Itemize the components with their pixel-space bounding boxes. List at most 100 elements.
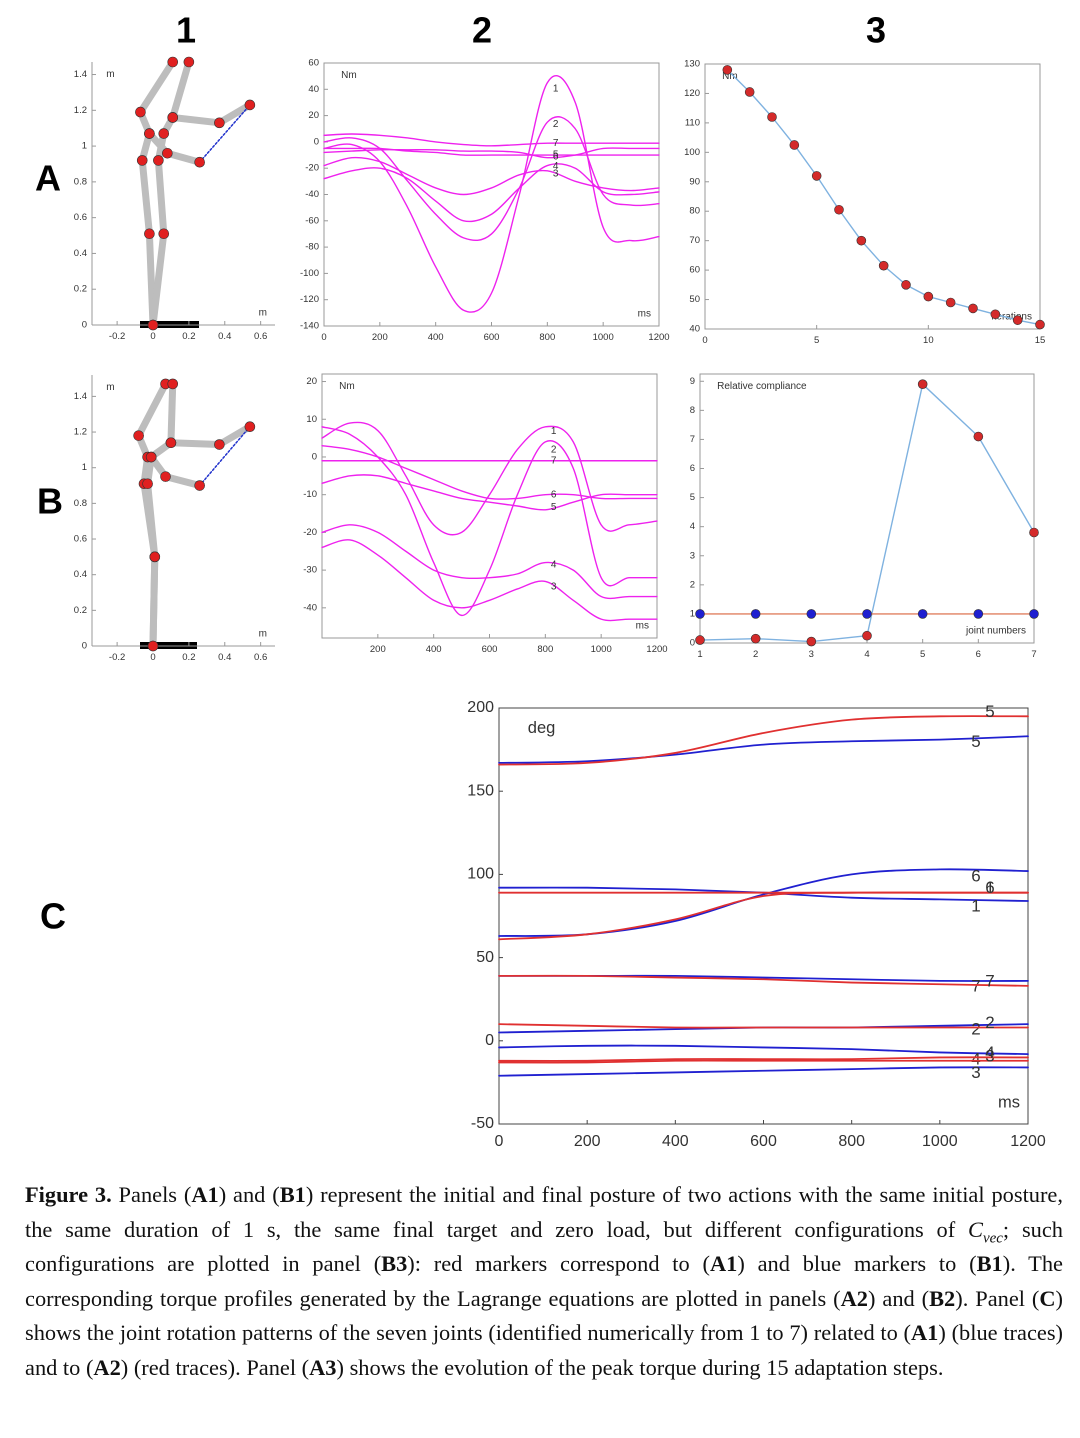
- data-point: [167, 56, 179, 68]
- y-tick-label: 1.2: [74, 105, 87, 116]
- caption-run: ) and blue markers to (: [737, 1251, 977, 1276]
- x-tick-label: 5: [814, 335, 819, 346]
- data-point: [1035, 319, 1045, 330]
- caption-run: B2: [929, 1285, 956, 1311]
- x-tick-label: 1000: [591, 644, 612, 655]
- data-line: [498, 735, 1029, 764]
- data-point: [149, 551, 161, 563]
- series-label: 1: [985, 878, 994, 897]
- x-tick-label: 0.6: [254, 652, 267, 663]
- data-point: [917, 609, 928, 619]
- data-line: [498, 974, 1029, 987]
- data-line: [498, 715, 1029, 766]
- data-point: [142, 478, 153, 490]
- y-tick-label: 0.8: [74, 176, 87, 187]
- y-tick-label: 40: [308, 84, 319, 95]
- y-tick-label: -10: [303, 489, 317, 500]
- x-tick-label: 600: [482, 644, 498, 655]
- x-tick-label: 200: [574, 1133, 601, 1150]
- caption-run: ) represent the initial and final postur…: [25, 1182, 1063, 1242]
- y-tick-label: 120: [684, 88, 700, 99]
- series-label: 7: [985, 971, 994, 990]
- data-line: [498, 868, 1029, 937]
- y-tick-label: 5: [690, 492, 695, 503]
- series-label: 5: [553, 150, 559, 161]
- data-line: [169, 101, 254, 127]
- x-tick-label: 0.2: [182, 331, 195, 342]
- y-tick-label: 0: [312, 451, 317, 462]
- x-tick-label: 400: [426, 644, 442, 655]
- y-tick-label: 0: [314, 136, 319, 147]
- data-point: [695, 609, 705, 619]
- data-line: [321, 474, 658, 511]
- data-point: [789, 140, 800, 150]
- caption-run: ; such configurations are plotted in pan…: [25, 1216, 1063, 1277]
- y-tick-label: -120: [300, 294, 319, 305]
- data-point: [136, 155, 148, 166]
- x-tick-label: 2: [753, 649, 758, 660]
- caption-run: A2: [93, 1354, 121, 1380]
- caption-run: ) shows the joint rotation patterns of t…: [25, 1285, 1064, 1346]
- series-label: 1: [551, 426, 557, 437]
- y-tick-label: 60: [308, 58, 319, 69]
- x-tick-label: 4: [864, 649, 869, 660]
- y-tick-label: -20: [305, 163, 319, 174]
- series-label: 3: [553, 169, 559, 180]
- data-line: [323, 133, 660, 147]
- y-tick-label: 40: [689, 324, 700, 335]
- y-tick-label: 8: [690, 405, 695, 416]
- caption-run: A3: [309, 1354, 337, 1380]
- series-label: 6: [553, 152, 559, 163]
- x-tick-label: 7: [1031, 649, 1036, 660]
- series-label: 6: [985, 878, 994, 897]
- y-tick-label: 2: [690, 579, 695, 590]
- caption-run: vec: [982, 1229, 1003, 1246]
- y-tick-label: 200: [467, 699, 494, 716]
- x-axis-label: joint numbers: [965, 625, 1026, 636]
- data-line: [498, 1059, 1029, 1064]
- plot-frame: [323, 62, 660, 327]
- series-label: 3: [971, 1063, 980, 1082]
- x-tick-label: 6: [976, 649, 981, 660]
- y-tick-label: 100: [684, 147, 700, 158]
- x-tick-label: 800: [539, 332, 555, 343]
- data-point: [901, 280, 911, 290]
- caption-run: ) and (: [867, 1285, 930, 1311]
- y-tick-label: 1.2: [74, 427, 87, 438]
- y-tick-label: 1.4: [74, 69, 87, 80]
- data-line: [323, 147, 660, 159]
- x-tick-label: 3: [809, 649, 814, 660]
- x-tick-label: 1200: [646, 644, 667, 655]
- data-line: [323, 75, 660, 313]
- x-tick-label: 0: [495, 1133, 504, 1150]
- x-tick-label: 1200: [1010, 1133, 1046, 1150]
- x-tick-label: 600: [750, 1133, 777, 1150]
- caption-run: ) (blue traces) and to (: [25, 1320, 1063, 1380]
- y-tick-label: 1.4: [74, 391, 87, 402]
- caption-run: A2: [840, 1285, 868, 1311]
- data-point: [162, 147, 173, 159]
- series-label: 2: [553, 119, 559, 130]
- y-tick-label: 1: [82, 462, 87, 473]
- data-point: [973, 431, 984, 442]
- y-tick-label: 100: [467, 866, 494, 883]
- y-axis-label: Nm: [339, 381, 355, 392]
- caption-run: B1: [976, 1251, 1003, 1276]
- x-tick-label: 400: [662, 1133, 689, 1150]
- data-line: [144, 380, 177, 650]
- x-tick-label: 1000: [593, 332, 614, 343]
- data-point: [153, 155, 164, 166]
- series-label: 5: [971, 732, 980, 751]
- data-point: [158, 228, 170, 240]
- series-label: 7: [971, 976, 980, 995]
- y-tick-label: 7: [690, 434, 695, 445]
- data-line: [323, 163, 660, 223]
- y-tick-label: 150: [467, 782, 494, 799]
- data-line: [323, 156, 660, 196]
- x-tick-label: 200: [370, 644, 386, 655]
- x-tick-label: 1000: [922, 1133, 958, 1150]
- data-point: [695, 635, 705, 645]
- caption-run: A1: [709, 1251, 738, 1276]
- series-label: 2: [985, 1013, 994, 1032]
